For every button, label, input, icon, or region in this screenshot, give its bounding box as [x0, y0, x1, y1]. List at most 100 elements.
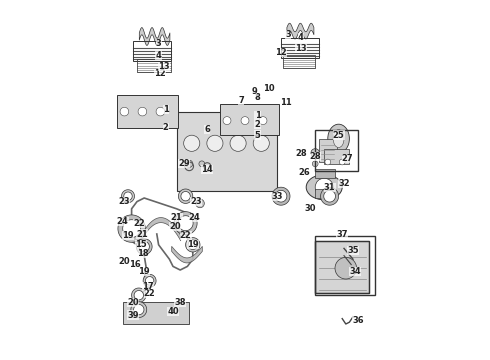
Text: 24: 24 — [189, 213, 200, 222]
Bar — [319, 139, 337, 162]
Bar — [315, 189, 335, 198]
Polygon shape — [136, 239, 152, 255]
Circle shape — [138, 107, 147, 116]
Circle shape — [339, 159, 345, 165]
Circle shape — [253, 135, 270, 151]
Text: 40: 40 — [167, 307, 179, 316]
Bar — [315, 241, 369, 293]
Text: 20: 20 — [119, 256, 130, 266]
Ellipse shape — [306, 175, 342, 200]
Text: 19: 19 — [122, 231, 134, 240]
Polygon shape — [324, 190, 336, 202]
Text: 39: 39 — [128, 310, 139, 320]
Ellipse shape — [328, 124, 349, 153]
Text: 28: 28 — [309, 152, 321, 161]
Circle shape — [335, 257, 357, 279]
Polygon shape — [178, 189, 193, 203]
Text: 15: 15 — [135, 240, 147, 249]
Bar — [315, 130, 358, 171]
FancyBboxPatch shape — [220, 104, 279, 135]
Text: 7: 7 — [239, 96, 245, 105]
Text: 21: 21 — [137, 230, 148, 239]
Text: 35: 35 — [347, 246, 359, 255]
Bar — [324, 149, 349, 164]
Bar — [283, 55, 315, 68]
Text: 23: 23 — [119, 197, 130, 206]
Text: 22: 22 — [144, 289, 155, 298]
Circle shape — [223, 117, 231, 125]
Polygon shape — [188, 240, 197, 249]
Text: 38: 38 — [174, 298, 186, 307]
Text: 36: 36 — [353, 316, 364, 325]
Text: 12: 12 — [154, 69, 166, 78]
Polygon shape — [118, 215, 145, 242]
Text: 2: 2 — [163, 123, 169, 132]
Circle shape — [199, 161, 205, 167]
Text: 9: 9 — [251, 87, 257, 96]
Polygon shape — [124, 192, 132, 201]
Text: 33: 33 — [271, 192, 283, 201]
Bar — [176, 112, 277, 191]
Polygon shape — [146, 276, 154, 285]
Bar — [315, 236, 374, 295]
Polygon shape — [174, 212, 197, 235]
Bar — [315, 241, 369, 293]
Text: 11: 11 — [281, 98, 292, 107]
Circle shape — [196, 199, 204, 208]
Text: 32: 32 — [338, 179, 350, 188]
Text: 1: 1 — [163, 105, 169, 114]
Polygon shape — [275, 190, 287, 202]
Text: 13: 13 — [158, 62, 170, 71]
Text: 18: 18 — [137, 249, 148, 258]
Bar — [137, 59, 171, 72]
Text: 20: 20 — [127, 298, 139, 307]
Text: 23: 23 — [191, 197, 202, 206]
Polygon shape — [143, 274, 156, 287]
Text: 25: 25 — [333, 131, 344, 140]
Text: 1: 1 — [255, 111, 261, 120]
Circle shape — [156, 107, 165, 116]
Circle shape — [312, 161, 318, 167]
Circle shape — [120, 107, 129, 116]
Bar — [315, 169, 335, 178]
Polygon shape — [181, 192, 190, 201]
Polygon shape — [122, 220, 141, 238]
Polygon shape — [139, 242, 149, 252]
Polygon shape — [178, 216, 193, 231]
Polygon shape — [186, 238, 200, 252]
Text: 31: 31 — [324, 183, 336, 192]
Circle shape — [230, 135, 246, 151]
Text: 20: 20 — [169, 222, 181, 231]
Ellipse shape — [333, 130, 344, 148]
Text: 10: 10 — [263, 84, 274, 93]
Text: 26: 26 — [298, 168, 310, 177]
Circle shape — [186, 160, 193, 167]
Polygon shape — [122, 190, 134, 203]
Polygon shape — [134, 305, 144, 315]
Circle shape — [315, 178, 333, 196]
Text: 29: 29 — [178, 159, 190, 168]
Text: 12: 12 — [275, 48, 287, 57]
FancyBboxPatch shape — [117, 95, 178, 128]
Polygon shape — [134, 291, 144, 300]
Bar — [281, 38, 319, 58]
Circle shape — [259, 117, 267, 125]
Text: 19: 19 — [138, 267, 150, 276]
Text: 19: 19 — [187, 240, 198, 249]
Circle shape — [207, 135, 223, 151]
Polygon shape — [131, 302, 147, 318]
Text: 37: 37 — [337, 230, 348, 239]
Text: 30: 30 — [304, 204, 316, 213]
Text: 22: 22 — [133, 219, 145, 228]
Text: 22: 22 — [180, 231, 192, 240]
Circle shape — [325, 159, 331, 165]
Bar — [133, 41, 171, 61]
Text: 21: 21 — [171, 213, 182, 222]
Text: 5: 5 — [255, 131, 261, 140]
Text: 4: 4 — [156, 51, 162, 60]
Text: 3: 3 — [156, 39, 162, 48]
Text: 24: 24 — [117, 217, 128, 226]
Circle shape — [184, 135, 200, 151]
Text: 27: 27 — [342, 154, 353, 163]
Polygon shape — [132, 288, 146, 302]
